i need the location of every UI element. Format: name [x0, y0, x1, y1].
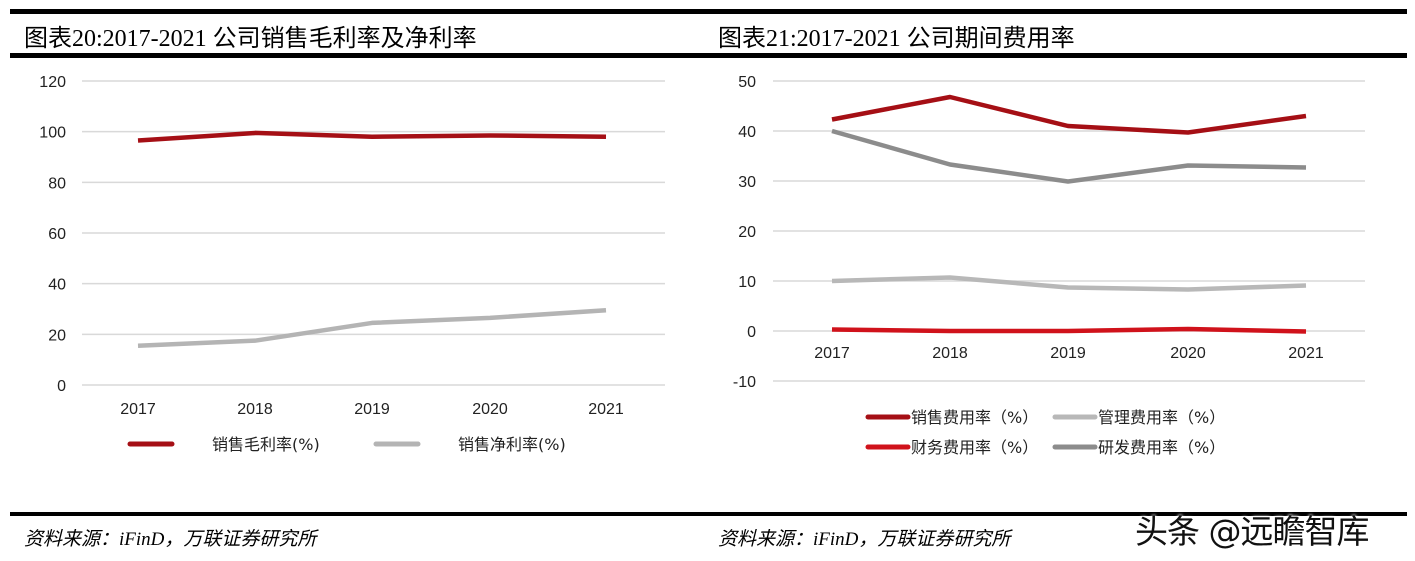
legend-label: 销售净利率(%)	[458, 435, 566, 454]
y-tick-label: 120	[39, 74, 66, 91]
right-line-chart: -10 0 10 20 30 40 50 2017 2018 2019 2020 2021 销售费用率（…	[733, 74, 1365, 457]
x-tick-label: 2017	[120, 401, 156, 418]
left-chart-title: 图表20:2017-2021 公司销售毛利率及净利率	[24, 26, 477, 52]
x-tick-label: 2020	[1170, 345, 1206, 362]
legend-label: 管理费用率（%）	[1098, 408, 1225, 427]
y-tick-label: 60	[48, 226, 66, 243]
x-tick-label: 2019	[354, 401, 390, 418]
series-line-4	[831, 128, 1307, 184]
x-tick-label: 2017	[814, 345, 850, 362]
y-tick-label: 30	[738, 174, 756, 191]
y-tick-label: 20	[738, 224, 756, 241]
series-line-3	[831, 326, 1307, 334]
y-tick-label: 0	[747, 324, 756, 341]
left-line-chart: 0 20 40 60 80 100 120 2017 2018 2019 2020 2021 销售毛利率…	[39, 74, 665, 454]
y-tick-label: 100	[39, 125, 66, 142]
x-tick-label: 2018	[932, 345, 968, 362]
y-tick-label: 0	[57, 378, 66, 395]
y-tick-label: 40	[738, 124, 756, 141]
legend-label: 财务费用率（%）	[911, 438, 1038, 457]
y-tick-label: -10	[733, 374, 756, 391]
y-tick-label: 80	[48, 175, 66, 192]
series-line-1	[831, 94, 1307, 135]
x-tick-label: 2018	[237, 401, 273, 418]
header-rule	[10, 53, 1407, 58]
y-tick-label: 10	[738, 274, 756, 291]
y-tick-label: 40	[48, 277, 66, 294]
series-line-2	[137, 308, 607, 348]
series-line-2	[831, 275, 1307, 292]
y-tick-label: 50	[738, 74, 756, 91]
y-tick-label: 20	[48, 327, 66, 344]
right-source-note: 资料来源：iFinD，万联证券研究所	[718, 529, 1011, 550]
right-chart-title: 图表21:2017-2021 公司期间费用率	[718, 26, 1075, 52]
legend-label: 销售毛利率(%)	[212, 435, 320, 454]
x-tick-label: 2020	[472, 401, 508, 418]
x-tick-label: 2021	[588, 401, 624, 418]
x-tick-label: 2021	[1288, 345, 1324, 362]
legend-label: 销售费用率（%）	[911, 408, 1038, 427]
watermark: 头条 @远瞻智库	[1135, 512, 1369, 551]
legend-label: 研发费用率（%）	[1098, 438, 1225, 457]
left-source-note: 资料来源：iFinD，万联证券研究所	[24, 529, 317, 550]
top-rule	[10, 9, 1407, 14]
x-tick-label: 2019	[1050, 345, 1086, 362]
footer-rule	[10, 512, 1407, 516]
